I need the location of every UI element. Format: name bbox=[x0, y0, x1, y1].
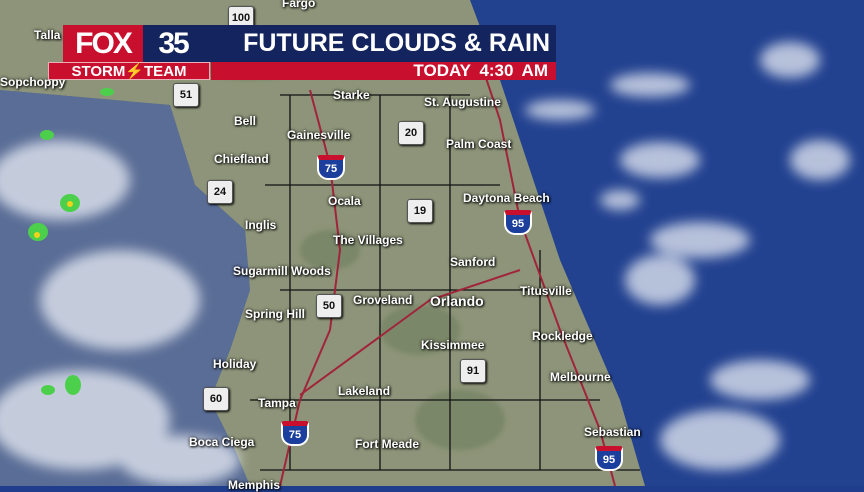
city-label: Rockledge bbox=[532, 329, 593, 343]
city-label: Titusville bbox=[520, 284, 572, 298]
city-label: Spring Hill bbox=[245, 307, 305, 321]
city-label: Tampa bbox=[258, 396, 296, 410]
channel-number: 35 bbox=[143, 25, 203, 62]
forecast-time: TODAY 4:30 AM bbox=[211, 61, 556, 80]
city-label: Fargo bbox=[282, 0, 316, 10]
city-label: Sugarmill Woods bbox=[233, 264, 331, 278]
city-label: Gainesville bbox=[287, 128, 351, 142]
city-label: Lakeland bbox=[338, 384, 391, 398]
city-label: Boca Ciega bbox=[189, 435, 255, 449]
city-label: Kissimmee bbox=[421, 338, 485, 352]
state-road-shield: 24 bbox=[207, 180, 233, 204]
city-label: The Villages bbox=[333, 233, 403, 247]
city-label: St. Augustine bbox=[424, 95, 501, 109]
city-label: Starke bbox=[333, 88, 370, 102]
city-label: Inglis bbox=[245, 218, 277, 232]
state-road-shield: 91 bbox=[460, 359, 486, 383]
forecast-title: FUTURE CLOUDS & RAIN bbox=[203, 25, 556, 62]
fox-logo: FOX bbox=[63, 25, 143, 62]
state-road-shield: 60 bbox=[203, 387, 229, 411]
city-label: Palm Coast bbox=[446, 137, 512, 151]
city-label: Memphis bbox=[228, 478, 281, 492]
city-label: Sanford bbox=[450, 255, 496, 269]
interstate-shield: 95 bbox=[504, 210, 532, 235]
interstate-shield: 95 bbox=[595, 446, 623, 471]
city-label: Chiefland bbox=[214, 152, 269, 166]
city-label: Groveland bbox=[353, 293, 413, 307]
city-label: Bell bbox=[234, 114, 257, 128]
city-label: Sebastian bbox=[584, 425, 641, 439]
city-label: Talla bbox=[34, 28, 61, 42]
city-label: Fort Meade bbox=[355, 437, 420, 451]
city-label: Ocala bbox=[328, 194, 361, 208]
city-label: Orlando bbox=[430, 293, 484, 309]
storm-team-logo: STORM⚡TEAM bbox=[48, 62, 210, 80]
city-label: Melbourne bbox=[550, 370, 611, 384]
cloud-cover bbox=[0, 42, 850, 485]
city-label: Holiday bbox=[213, 357, 257, 371]
title-banner: FOX 35 FUTURE CLOUDS & RAIN STORM⚡TEAM T… bbox=[48, 25, 556, 81]
interstate-shield: 75 bbox=[281, 421, 309, 446]
interstate-shield: 75 bbox=[317, 155, 345, 180]
state-road-shield: 20 bbox=[398, 121, 424, 145]
rain-cells bbox=[28, 88, 114, 395]
city-label: Daytona Beach bbox=[463, 191, 550, 205]
state-road-shield: 51 bbox=[173, 83, 199, 107]
state-road-shield: 50 bbox=[316, 294, 342, 318]
highways bbox=[279, 29, 616, 486]
state-road-shield: 19 bbox=[407, 199, 433, 223]
